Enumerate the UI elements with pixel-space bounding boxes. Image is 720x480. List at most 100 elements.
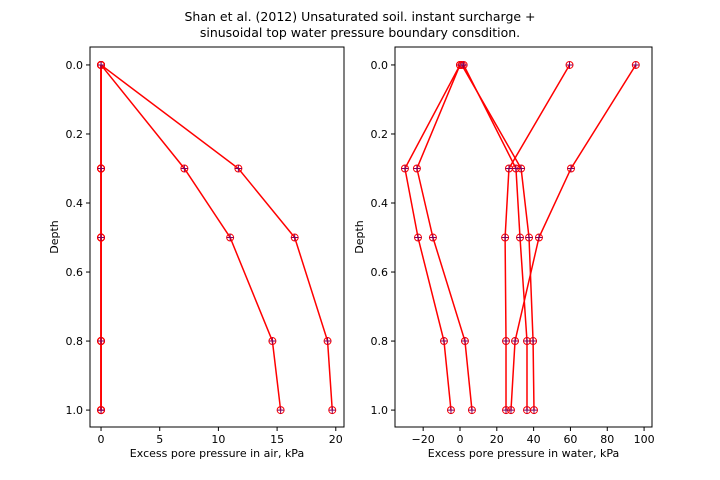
marker-plus [502,406,510,414]
marker-plus [413,164,421,172]
y-tick-label: 0.2 [66,128,84,141]
data-point [323,337,332,346]
data-point [400,164,409,173]
marker-plus [97,164,105,172]
marker-plus [535,234,543,242]
data-point [566,164,575,173]
data-point [516,233,525,242]
data-point [460,337,469,346]
data-point [414,233,423,242]
data-point [511,337,520,346]
marker-plus [97,61,105,69]
data-point [631,60,640,69]
x-axis-label: Excess pore pressure in air, kPa [130,447,304,460]
axes-frame [394,46,653,428]
marker-plus [180,164,188,172]
data-point [439,337,448,346]
data-point [467,406,476,415]
marker-plus [530,406,538,414]
data-point [97,406,106,415]
x-tick-label: 0 [98,433,105,446]
x-tick-label: −20 [412,433,435,446]
data-point [268,337,277,346]
y-tick-label: 0.6 [66,266,84,279]
marker-plus [566,61,574,69]
marker-plus [632,61,640,69]
marker-plus [447,406,455,414]
x-tick-label: 60 [563,433,577,446]
marker-plus [328,406,336,414]
marker-plus [324,337,332,345]
data-point [97,337,106,346]
marker-plus [429,234,437,242]
data-point [290,233,299,242]
series-line [416,64,473,411]
y-tick-label: 0.4 [371,197,389,210]
data-point [276,406,285,415]
marker-plus [501,234,509,242]
x-tick-label: 20 [329,433,343,446]
marker-plus [512,164,520,172]
x-tick-label: 0 [456,433,463,446]
marker-plus [523,406,531,414]
marker-plus [525,234,533,242]
data-point [522,406,531,415]
x-tick-label: 5 [156,433,163,446]
marker-plus [468,406,476,414]
marker-plus [567,164,575,172]
data-point [529,406,538,415]
data-point [234,164,243,173]
marker-plus [268,337,276,345]
y-tick-label: 0.0 [66,59,84,72]
y-tick-label: 0.8 [371,335,389,348]
data-point [428,233,437,242]
data-point [501,233,510,242]
data-point [412,164,421,173]
y-tick-label: 1.0 [66,404,84,417]
marker-plus [226,234,234,242]
y-tick-label: 1.0 [371,404,389,417]
marker-plus [97,337,105,345]
x-tick-label: 20 [490,433,504,446]
x-tick-label: 10 [211,433,225,446]
marker-plus [511,337,519,345]
marker-plus [502,337,510,345]
marker-plus [516,234,524,242]
data-point [565,60,574,69]
marker-plus [97,406,105,414]
x-tick-label: 80 [600,433,614,446]
data-point [328,406,337,415]
y-axis-label: Depth [353,220,366,254]
marker-plus [505,164,513,172]
data-point [446,406,455,415]
y-tick-label: 0.2 [371,128,389,141]
x-tick-label: 100 [634,433,655,446]
y-tick-label: 0.0 [371,59,389,72]
data-point [504,164,513,173]
marker-plus [461,337,469,345]
series-line [100,64,282,411]
y-tick-label: 0.8 [66,335,84,348]
marker-plus [234,164,242,172]
y-tick-label: 0.4 [66,197,84,210]
data-point [97,164,106,173]
figure-title: sinusoidal top water pressure boundary c… [200,25,520,40]
figure-title: Shan et al. (2012) Unsaturated soil. ins… [184,9,535,24]
marker-plus [523,337,531,345]
data-point [502,337,511,346]
marker-plus [97,234,105,242]
data-point [525,233,534,242]
data-point [534,233,543,242]
y-tick-label: 0.6 [371,266,389,279]
x-tick-label: 40 [527,433,541,446]
marker-plus [414,234,422,242]
x-tick-label: 15 [270,433,284,446]
data-point [180,164,189,173]
data-point [459,60,468,69]
y-axis-label: Depth [48,220,61,254]
data-point [97,60,106,69]
marker-plus [460,61,468,69]
x-axis-label: Excess pore pressure in water, kPa [428,447,619,460]
data-point [97,233,106,242]
